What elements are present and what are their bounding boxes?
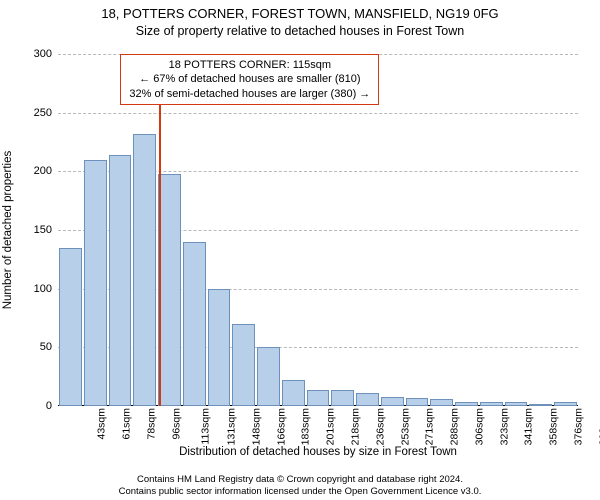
y-tick-label: 300 — [12, 48, 58, 60]
bar — [356, 393, 379, 406]
x-tick-label: 166sqm — [275, 408, 287, 445]
x-tick-label: 43sqm — [96, 408, 108, 440]
x-tick-label: 183sqm — [300, 408, 312, 445]
footer-line-1: Contains HM Land Registry data © Crown c… — [0, 474, 600, 486]
bar — [529, 404, 552, 406]
y-tick-label: 100 — [12, 283, 58, 295]
reference-line — [159, 54, 161, 406]
y-tick-label: 200 — [12, 165, 58, 177]
x-tick-label: 218sqm — [349, 408, 361, 445]
x-tick-label: 236sqm — [374, 408, 386, 445]
chart-footer: Contains HM Land Registry data © Crown c… — [0, 474, 600, 498]
x-tick-label: 148sqm — [250, 408, 262, 445]
x-tick-label: 341sqm — [523, 408, 535, 445]
x-tick-label: 358sqm — [547, 408, 559, 445]
bar — [133, 134, 156, 406]
x-tick-label: 113sqm — [200, 408, 212, 445]
x-tick-label: 96sqm — [170, 408, 182, 440]
y-tick-label: 250 — [12, 107, 58, 119]
bar — [406, 398, 429, 406]
bar — [430, 399, 453, 406]
x-tick-label: 288sqm — [448, 408, 460, 445]
plot-area: 05010015020025030043sqm61sqm78sqm96sqm11… — [58, 54, 578, 406]
bar — [183, 242, 206, 406]
annotation-line-1: 18 POTTERS CORNER: 115sqm — [129, 58, 370, 72]
bar — [480, 402, 503, 406]
x-tick-label: 323sqm — [498, 408, 510, 445]
chart-container: 18, POTTERS CORNER, FOREST TOWN, MANSFIE… — [0, 0, 600, 500]
bar — [208, 289, 231, 406]
bar — [307, 390, 330, 406]
y-tick-label: 0 — [12, 400, 58, 412]
chart-title-main: 18, POTTERS CORNER, FOREST TOWN, MANSFIE… — [0, 6, 600, 21]
x-tick-label: 271sqm — [424, 408, 436, 445]
bar — [232, 324, 255, 406]
bar — [158, 174, 181, 406]
bar — [381, 397, 404, 406]
annotation-box: 18 POTTERS CORNER: 115sqm← 67% of detach… — [120, 54, 379, 105]
bar — [554, 402, 577, 406]
bar — [257, 347, 280, 406]
bar — [505, 402, 528, 406]
y-tick-label: 50 — [12, 341, 58, 353]
annotation-line-3: 32% of semi-detached houses are larger (… — [129, 87, 370, 101]
chart-title-sub: Size of property relative to detached ho… — [0, 24, 600, 38]
annotation-line-2: ← 67% of detached houses are smaller (81… — [129, 72, 370, 86]
bar — [59, 248, 82, 406]
x-tick-label: 376sqm — [572, 408, 584, 445]
bar — [109, 155, 132, 406]
bar — [282, 380, 305, 406]
x-tick-label: 131sqm — [226, 408, 238, 445]
x-tick-label: 306sqm — [473, 408, 485, 445]
bar — [331, 390, 354, 406]
x-axis-label: Distribution of detached houses by size … — [58, 446, 578, 458]
x-tick-label: 201sqm — [325, 408, 337, 445]
bar — [84, 160, 107, 406]
x-tick-label: 78sqm — [145, 408, 157, 440]
grid-line — [58, 113, 578, 114]
y-tick-label: 150 — [12, 224, 58, 236]
bar — [455, 402, 478, 406]
x-tick-label: 61sqm — [121, 408, 133, 440]
x-tick-label: 253sqm — [399, 408, 411, 445]
footer-line-2: Contains public sector information licen… — [0, 486, 600, 498]
